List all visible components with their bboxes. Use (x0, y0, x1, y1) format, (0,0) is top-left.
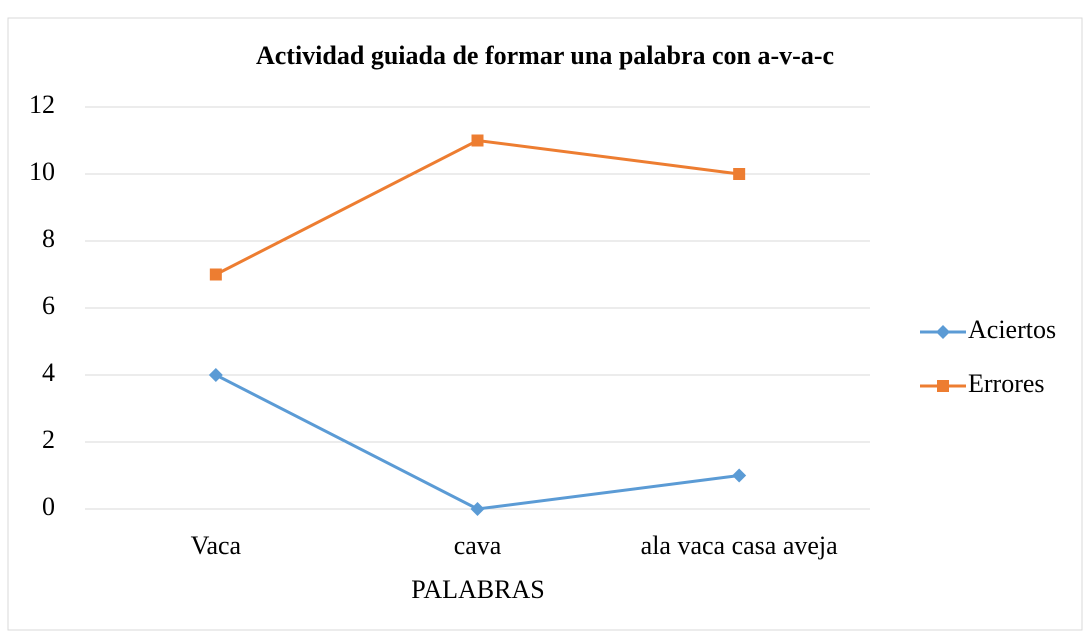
x-axis-label: PALABRAS (411, 575, 544, 604)
legend-label: Errores (968, 369, 1045, 398)
y-tick-label: 10 (29, 157, 55, 186)
marker (732, 468, 747, 483)
legend-label: Aciertos (968, 315, 1056, 344)
marker (208, 368, 223, 382)
y-tick-label: 8 (42, 224, 55, 253)
y-tick-label: 2 (42, 425, 55, 454)
marker (471, 134, 484, 147)
marker (733, 168, 746, 180)
marker (936, 325, 950, 339)
y-tick-label: 12 (29, 90, 55, 119)
x-tick-label: Vaca (191, 531, 242, 560)
y-tick-label: 0 (42, 492, 55, 521)
y-tick-label: 6 (42, 291, 55, 320)
marker (209, 268, 222, 281)
marker (937, 380, 949, 392)
x-tick-label: cava (454, 531, 502, 560)
chart-frame (7, 17, 1083, 631)
marker (470, 502, 485, 516)
chart-title: Actividad guiada de formar una palabra c… (256, 41, 834, 70)
y-tick-label: 4 (42, 358, 55, 387)
x-tick-label: ala vaca casa aveja (641, 531, 838, 560)
